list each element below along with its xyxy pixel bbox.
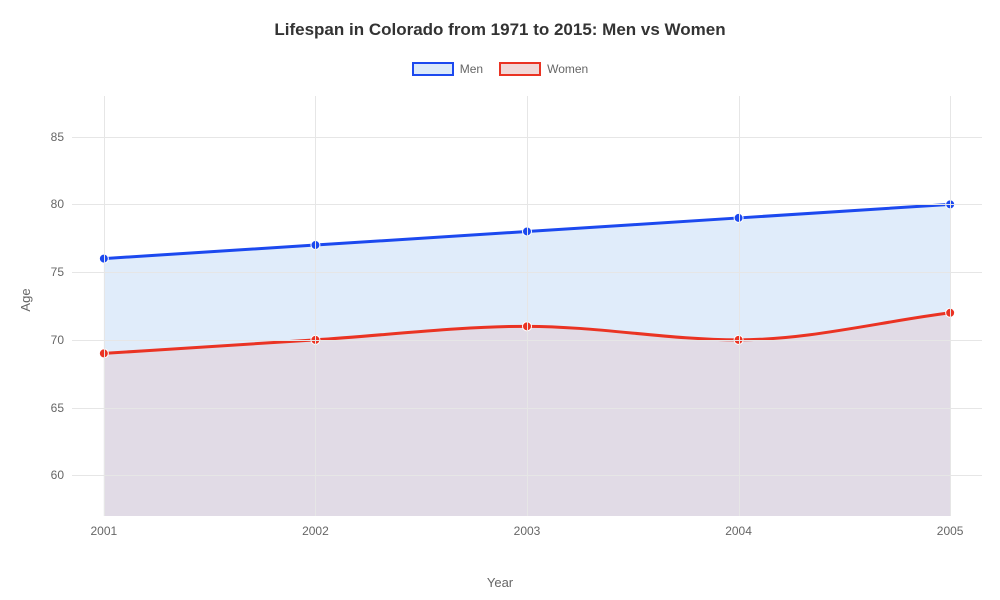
x-tick-label: 2005 xyxy=(937,516,964,538)
y-tick-label: 80 xyxy=(51,197,72,211)
grid-line-v xyxy=(739,96,740,516)
legend-swatch-men xyxy=(412,62,454,76)
grid-line-v xyxy=(315,96,316,516)
grid-line-v xyxy=(527,96,528,516)
legend-item-men[interactable]: Men xyxy=(412,62,483,76)
y-tick-label: 85 xyxy=(51,130,72,144)
x-tick-label: 2004 xyxy=(725,516,752,538)
y-tick-label: 60 xyxy=(51,468,72,482)
chart-title: Lifespan in Colorado from 1971 to 2015: … xyxy=(0,20,1000,40)
legend-label-men: Men xyxy=(460,62,483,76)
grid-line-v xyxy=(104,96,105,516)
y-tick-label: 70 xyxy=(51,333,72,347)
x-tick-label: 2003 xyxy=(514,516,541,538)
grid-line-v xyxy=(950,96,951,516)
chart-legend: Men Women xyxy=(0,62,1000,76)
y-axis-label: Age xyxy=(18,288,33,311)
y-tick-label: 65 xyxy=(51,401,72,415)
x-axis-label: Year xyxy=(0,575,1000,590)
legend-swatch-women xyxy=(499,62,541,76)
plot-area: 60657075808520012002200320042005 xyxy=(72,96,982,516)
x-tick-label: 2001 xyxy=(90,516,117,538)
y-tick-label: 75 xyxy=(51,265,72,279)
legend-item-women[interactable]: Women xyxy=(499,62,588,76)
x-tick-label: 2002 xyxy=(302,516,329,538)
legend-label-women: Women xyxy=(547,62,588,76)
